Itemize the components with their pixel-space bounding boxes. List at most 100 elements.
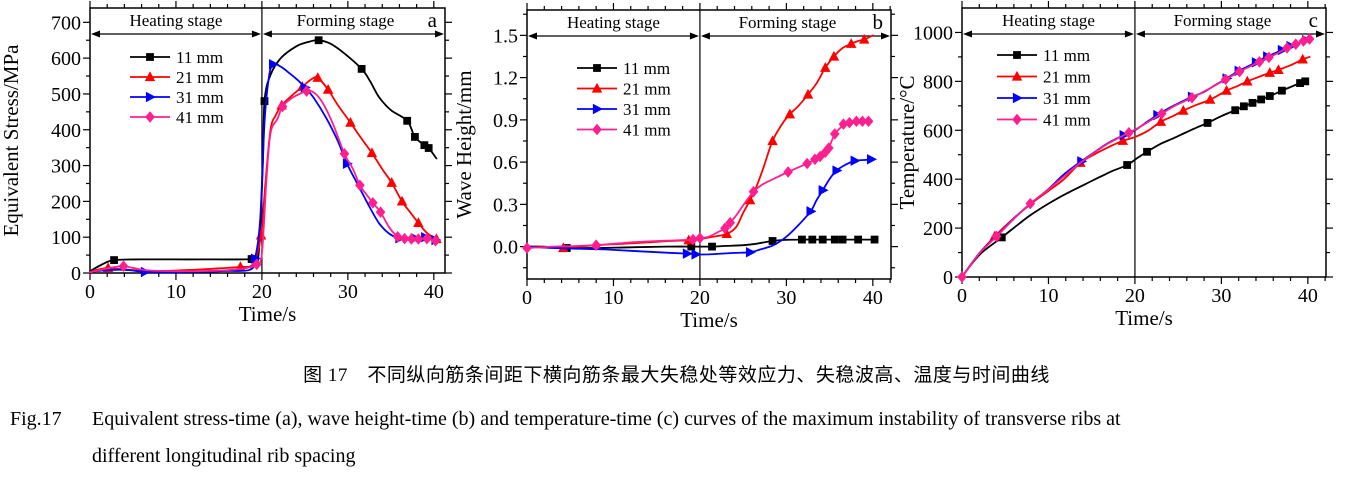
diamond-marker (802, 157, 812, 170)
x-tick-label: 20 (690, 287, 710, 309)
diamond-marker (991, 230, 1002, 243)
legend-item-31-mm: 31 mm (577, 100, 671, 119)
series-21-mm (961, 53, 1311, 278)
triangle-up-marker (1273, 64, 1284, 74)
x-tick-label: 10 (603, 287, 623, 309)
legend-item-31-mm: 31 mm (130, 88, 224, 107)
square-marker (1143, 147, 1151, 156)
x-axis: 0 10 20 30 40 (957, 1, 1326, 307)
square-marker (1231, 106, 1240, 115)
square-marker (1013, 51, 1021, 59)
y-tick-label: 1.5 (493, 25, 518, 47)
panel-letter: a (428, 8, 438, 32)
legend-item-11-mm: 11 mm (577, 59, 670, 78)
triangle-up-marker (591, 82, 603, 93)
square-marker (424, 144, 433, 152)
plot-border (526, 9, 892, 280)
square-marker (1248, 98, 1257, 107)
forming-stage-arrow (262, 30, 444, 38)
series-31-mm (961, 35, 1312, 278)
x-tick-label: 30 (1211, 285, 1231, 307)
triangle-up-marker (312, 72, 324, 82)
x-axis-title: Time/s (680, 308, 738, 332)
triangle-up-marker (1178, 105, 1189, 115)
legend-label: 31 mm (176, 88, 224, 107)
caption-english-line2: different longitudinal rib spacing (92, 445, 356, 467)
plot-border (89, 7, 446, 274)
x-axis-title: Time/s (239, 302, 297, 326)
legend-label: 21 mm (623, 80, 671, 99)
triangle-up-marker (345, 116, 356, 127)
legend-item-21-mm: 21 mm (130, 68, 224, 87)
panel-letter: c (1309, 8, 1318, 32)
y-tick-label: 800 (923, 71, 953, 93)
legend-label: 11 mm (176, 48, 223, 67)
square-marker (870, 235, 879, 244)
diamond-marker (413, 233, 424, 245)
triangle-up-marker (820, 62, 831, 72)
square-marker (1257, 95, 1266, 104)
caption-fig-label: Fig.17 (10, 408, 62, 430)
y-tick-label: 500 (51, 84, 81, 106)
x-tick-label: 40 (1298, 285, 1318, 307)
diamond-marker (1264, 51, 1274, 64)
triangle-up-marker (1117, 135, 1129, 145)
triangle-up-marker (858, 33, 870, 44)
diamond-marker (145, 111, 155, 123)
legend-item-21-mm: 21 mm (997, 68, 1091, 87)
y-tick-label: 700 (51, 12, 81, 34)
series-11-mm (526, 235, 879, 252)
y-tick-label: 200 (923, 218, 953, 240)
diamond-marker (1234, 65, 1245, 78)
figure-17: 0 10 20 30 40 0 100 200 300 400 500 600 700 Heating s… (0, 1, 1333, 467)
x-axis-title: Time/s (1115, 306, 1173, 330)
diamond-marker (1025, 197, 1036, 210)
square-marker (146, 53, 154, 61)
diamond-marker (1304, 33, 1315, 45)
heating-stage-label: Heating stage (129, 11, 222, 30)
x-tick-label: 30 (338, 281, 358, 303)
y-tick-label: 0 (943, 267, 953, 289)
diamond-marker (355, 179, 365, 192)
diamond-marker (422, 232, 432, 245)
triangle-right-marker (832, 165, 843, 176)
x-tick-label: 20 (252, 281, 272, 303)
legend-label: 41 mm (1043, 111, 1091, 130)
y-tick-label: 0.9 (493, 110, 518, 132)
square-marker (1203, 119, 1212, 127)
legend-label: 21 mm (1043, 68, 1091, 87)
square-marker (110, 256, 118, 265)
x-tick-label: 0 (522, 287, 532, 309)
forming-stage-arrow (700, 32, 890, 40)
triangle-up-marker (386, 177, 397, 187)
diamond-marker (592, 123, 602, 136)
x-tick-label: 30 (776, 287, 796, 309)
triangle-right-marker (818, 185, 829, 196)
triangle-right-marker (1012, 92, 1023, 104)
legend-item-31-mm: 31 mm (997, 89, 1091, 108)
y-tick-label: 300 (51, 156, 81, 178)
legend-label: 31 mm (623, 100, 671, 119)
triangle-up-marker (828, 50, 840, 61)
triangle-up-marker (1011, 70, 1023, 81)
legend-item-11-mm: 11 mm (130, 48, 223, 67)
legend-item-41-mm: 41 mm (997, 111, 1091, 130)
x-tick-label: 10 (166, 281, 186, 303)
diamond-marker (844, 116, 855, 129)
triangle-up-marker (802, 88, 814, 99)
triangle-right-marker (145, 91, 156, 103)
triangle-right-marker (691, 249, 702, 260)
square-marker (1278, 86, 1286, 95)
diamond-marker (1012, 113, 1022, 126)
triangle-right-marker (806, 206, 817, 217)
y-axis-title: Temperature/°C (900, 75, 919, 209)
square-marker (838, 235, 847, 244)
y-tick-label: 0.0 (493, 237, 518, 259)
triangle-up-marker (322, 83, 334, 94)
forming-stage-label: Forming stage (1174, 11, 1272, 30)
x-tick-label: 10 (1038, 285, 1058, 307)
diamond-marker (399, 232, 410, 245)
